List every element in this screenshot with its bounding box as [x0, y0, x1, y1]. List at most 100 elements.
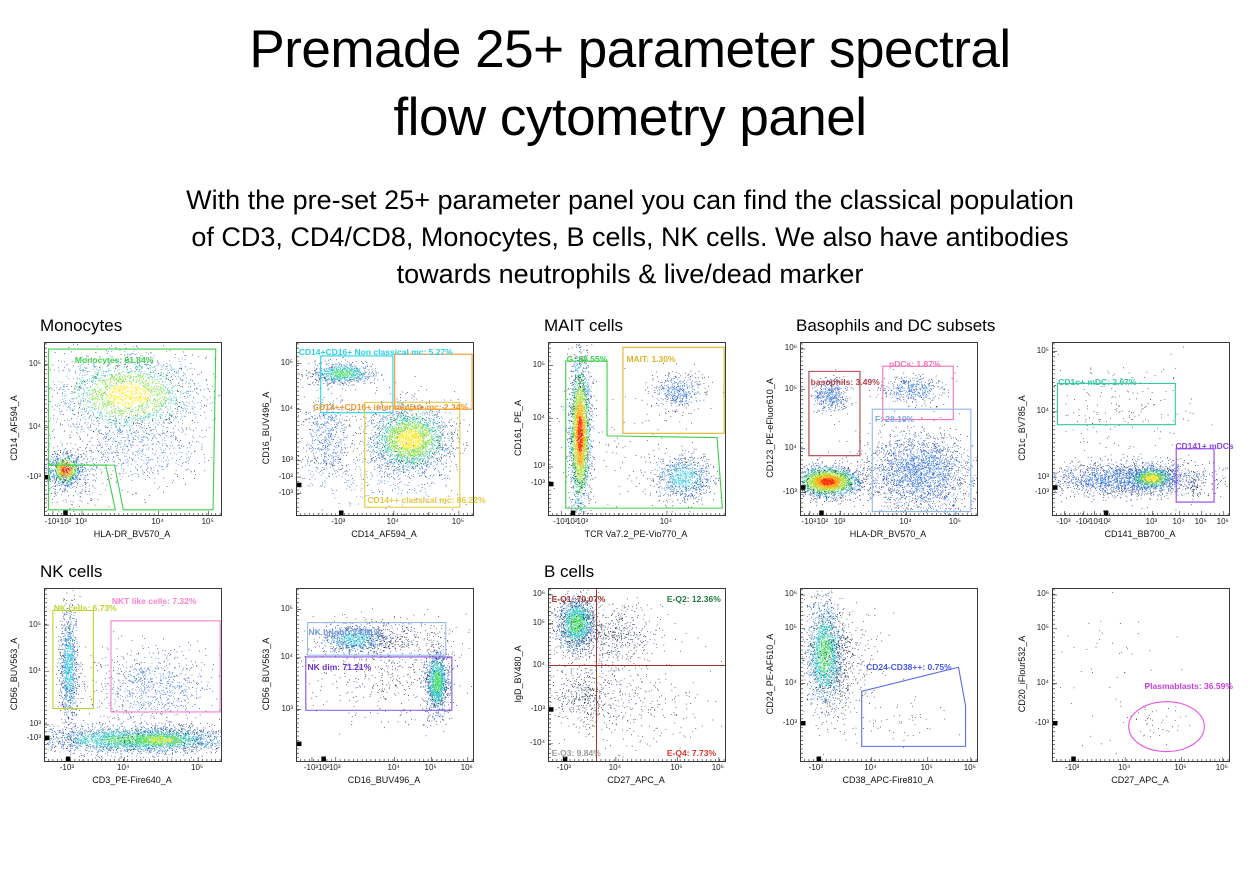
gate-shape — [1129, 702, 1205, 752]
gate-label: E-Q4: 7.73% — [666, 747, 717, 758]
gate-shape — [1176, 449, 1214, 502]
gate-label: G: 98.55% — [566, 353, 608, 364]
x-axis-tick: 10⁴ — [1172, 517, 1185, 527]
x-axis-label: CD141_BB700_A — [1104, 529, 1176, 540]
page-subtitle: With the pre-set 25+ parameter panel you… — [0, 182, 1260, 294]
gate-overlay — [1053, 589, 1229, 761]
x-axis-tick: -10² — [315, 763, 330, 773]
y-axis-label: CD16_BUV496_A — [261, 392, 271, 465]
x-axis-tick: -10³ — [1065, 763, 1080, 773]
gate-shape — [1057, 384, 1175, 425]
y-axis-tick: 10⁴ — [28, 421, 41, 431]
x-axis-tick: 10⁵ — [1194, 517, 1207, 527]
gate-label: CD24-CD38++: 0.75% — [866, 661, 952, 672]
y-axis-tick: 10³ — [29, 719, 41, 729]
gate-shape — [306, 657, 452, 710]
gate-shape — [872, 410, 971, 512]
x-axis-tick: 10³ — [576, 517, 589, 527]
gate-overlay — [297, 343, 473, 515]
plot-area: CD24-CD38++: 0.75% — [800, 588, 978, 763]
scatter-canvas — [549, 589, 725, 762]
page-title-line2: flow cytometry panel — [393, 87, 867, 147]
y-axis-tick: 10³ — [281, 703, 293, 713]
x-axis-tick: -10² — [1075, 517, 1090, 527]
x-axis-tick: 10⁴ — [899, 517, 912, 527]
gate-label: E-Q2: 12.36% — [666, 594, 721, 605]
scatter-canvas — [297, 589, 473, 762]
gate-shape — [883, 367, 953, 420]
y-axis-label: CD56_BUV563_A — [261, 638, 271, 711]
plot-area: E-Q1: 70.07% E-Q2: 12.36% E-Q3: 9.84% E-Q4:… — [548, 588, 726, 763]
plot-title: B cells — [544, 562, 595, 582]
y-axis-tick: 10⁶ — [784, 343, 797, 353]
x-axis-tick: -10³ — [556, 763, 571, 773]
gate-overlay — [1053, 343, 1229, 515]
y-axis-tick: 10⁵ — [1036, 346, 1049, 355]
y-axis-label: CD123_PE-eFluor610_A — [765, 378, 775, 479]
x-axis-tick: 10⁵ — [424, 763, 437, 773]
x-axis-label: CD27_APC_A — [1111, 775, 1169, 786]
x-axis-tick: 10⁴ — [117, 763, 130, 773]
y-axis-tick: 10⁴ — [1036, 678, 1049, 687]
gate-overlay — [549, 589, 725, 761]
y-axis-tick: 10⁴ — [532, 659, 545, 669]
gate-shape — [321, 356, 393, 413]
y-axis-tick: 10⁶ — [532, 589, 545, 599]
gate-label: NK dim: 71.21% — [307, 662, 372, 673]
x-axis-tick: 10⁴ — [1117, 763, 1131, 773]
gate-overlay — [801, 343, 977, 515]
y-axis-label: CD24_PE-AF610_A — [765, 634, 775, 715]
plot-title: Basophils and DC subsets — [796, 316, 996, 336]
plot-area: NK cells: 6.73% NKT like cells: 7.32% — [44, 588, 222, 763]
x-axis-tick: 10³ — [1145, 517, 1158, 527]
x-axis-tick: -10³ — [59, 763, 74, 773]
scatter-canvas — [297, 343, 473, 516]
x-axis-tick: -10³ — [331, 517, 346, 527]
gate-label: CD141+ mDCs — [1175, 441, 1234, 452]
gate-shape — [53, 611, 93, 709]
gate-label: MAIT: 1.30% — [626, 353, 676, 364]
gate-shape — [623, 348, 724, 434]
y-axis-tick: -10³ — [1034, 717, 1049, 727]
x-axis-tick: 10⁴ — [151, 517, 164, 527]
gate-shape — [395, 355, 472, 410]
scatter-canvas — [1053, 343, 1229, 516]
y-axis-tick: -10³ — [1034, 487, 1049, 497]
x-axis-tick: 10³ — [328, 763, 341, 773]
gate-overlay — [45, 343, 221, 515]
gate-shape — [49, 466, 116, 511]
x-axis-tick: 10² — [1099, 517, 1111, 527]
x-axis-tick: -10² — [813, 517, 829, 527]
x-axis-tick: 10⁶ — [711, 763, 724, 773]
x-axis-tick: -10¹ — [1086, 517, 1101, 527]
y-axis-tick: 10⁴ — [532, 413, 545, 423]
y-axis-tick: -10³ — [278, 487, 293, 497]
y-axis-tick: -10² — [278, 471, 293, 481]
gate-label: CD14++CD16+ intermediate mc: 2.34% — [312, 401, 469, 412]
y-axis-tick: 10⁵ — [280, 604, 293, 614]
y-axis-tick: 10⁵ — [280, 358, 293, 368]
y-axis-tick: 10⁶ — [1036, 589, 1049, 599]
x-axis-tick: -10³ — [808, 763, 823, 773]
gate-label: Monocytes: 91.84% — [74, 355, 154, 366]
x-axis-tick: -10³ — [44, 517, 60, 527]
scatter-canvas — [45, 343, 221, 516]
x-axis-tick: 10⁴ — [387, 763, 400, 773]
x-axis-tick: -10³ — [553, 517, 568, 527]
y-axis-label: CD14_AF594_A — [9, 395, 19, 462]
page-subtitle-line1: With the pre-set 25+ parameter panel you… — [186, 184, 1074, 215]
y-axis-tick: 10⁵ — [28, 358, 41, 368]
y-axis-label: CD56_BUV563_A — [9, 638, 19, 711]
y-axis-tick: -10³ — [26, 471, 41, 481]
x-axis-tick: 10⁶ — [963, 763, 976, 773]
y-axis-tick: 10⁴ — [28, 665, 41, 675]
scatter-canvas — [1053, 589, 1229, 762]
y-axis-tick: -10³ — [26, 733, 41, 743]
gate-shape — [49, 349, 216, 510]
flow-plot-5: CD1c_BV785_A CD1c+ mDC: 2.67% CD141+ mDCs -… — [1008, 315, 1260, 561]
x-axis-tick: 10⁶ — [460, 763, 473, 773]
scatter-canvas — [801, 589, 977, 762]
gate-label: NKT like cells: 7.32% — [111, 596, 197, 607]
plot-area: basophils: 3.49% pDCs: 1.87% F: 28.10% — [800, 342, 978, 517]
flow-plot-3: MAIT cells CD161_PE_A G: 98.55% MAIT: 1.30%… — [504, 315, 756, 561]
